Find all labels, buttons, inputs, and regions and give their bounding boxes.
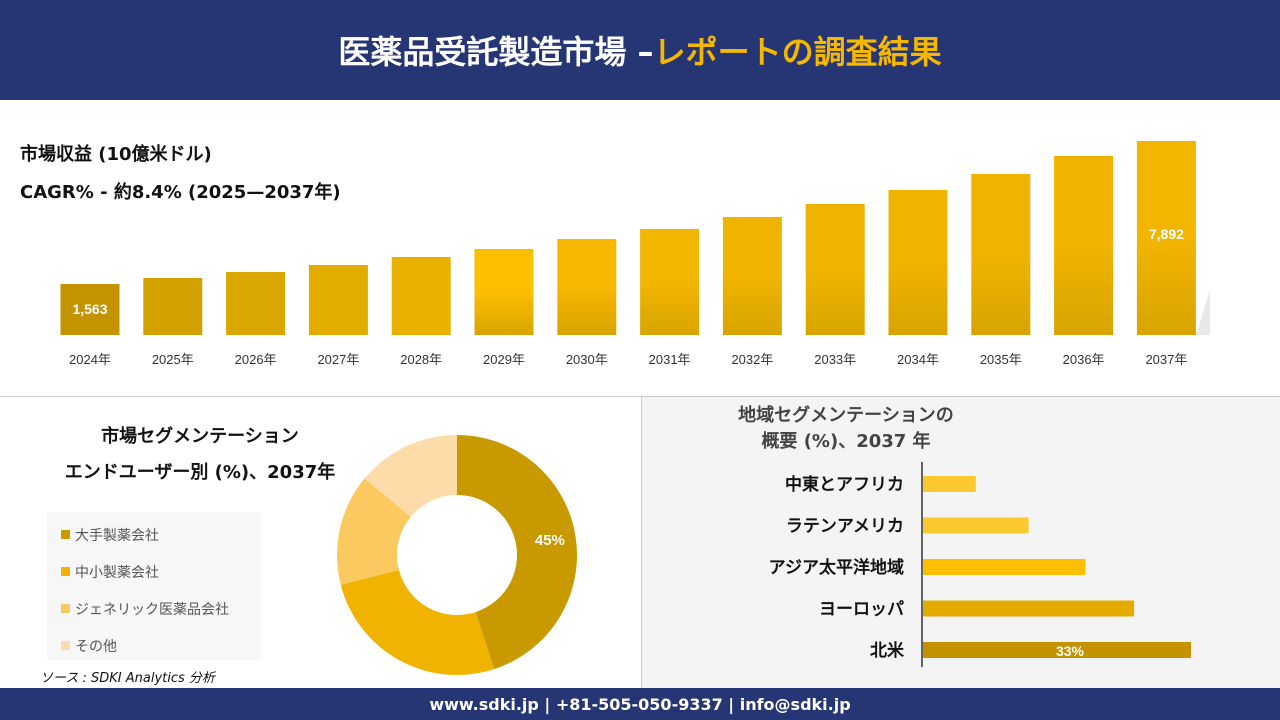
region-label: 中東とアフリカ (785, 474, 904, 494)
x-tick-label: 2024年 (69, 352, 111, 367)
x-tick-label: 2035年 (980, 352, 1022, 367)
divider (0, 396, 1280, 397)
region-bar-0 (923, 476, 976, 492)
donut-legend: 大手製薬会社 中小製薬会社ジェネリック医薬品会社 その他 (47, 512, 261, 660)
bar-2032年 (722, 216, 782, 335)
source-note: ソース : SDKI Analytics 分析 (40, 671, 215, 686)
page-title: 医薬品受託製造市場 – (338, 33, 654, 71)
x-tick-label: 2026年 (235, 352, 277, 367)
cagr-text: CAGR% - 約8.4% (2025—2037年) (20, 182, 341, 203)
bar-2026年 (226, 272, 286, 335)
legend-item: その他 (61, 627, 261, 664)
legend-swatch (61, 641, 70, 650)
legend-swatch (61, 604, 70, 613)
region-title-1: 地域セグメンテーションの (738, 405, 954, 426)
region-label: ラテンアメリカ (786, 517, 904, 536)
region-panel (641, 397, 1280, 688)
bar-2028年 (391, 257, 451, 335)
bar-2036年 (1054, 155, 1114, 335)
bar-2024年 (60, 284, 120, 335)
donut-slice-1 (340, 569, 495, 675)
bar-2033年 (805, 203, 865, 335)
region-label: ヨーロッパ (819, 600, 904, 619)
x-tick-label: 2027年 (317, 352, 359, 367)
x-tick-label: 2033年 (814, 352, 856, 367)
bar-2031年 (640, 228, 700, 335)
legend-swatch (61, 567, 70, 576)
data-label: 33% (1056, 643, 1085, 659)
bar-2027年 (308, 265, 368, 335)
region-title-2: 概要 (%)、2037 年 (761, 431, 931, 452)
bar-2025年 (143, 277, 203, 335)
x-tick-label: 2032年 (731, 352, 773, 367)
bar-2035年 (971, 173, 1031, 335)
legend-label: 中小製薬会社 (75, 564, 159, 581)
legend-item: 中小製薬会社 (61, 553, 261, 590)
region-label: 北米 (870, 640, 905, 660)
region-label: アジア太平洋地域 (769, 557, 904, 577)
bar-2030年 (557, 238, 617, 335)
legend-label: その他 (75, 638, 117, 655)
legend-label: 大手製薬会社 (75, 527, 159, 544)
x-tick-label: 2029年 (483, 352, 525, 367)
x-tick-label: 2028年 (400, 352, 442, 367)
data-label: 7,892 (1149, 226, 1184, 242)
x-tick-label: 2036年 (1063, 352, 1105, 367)
header-banner: 医薬品受託製造市場 – レポートの調査結果 (0, 0, 1280, 100)
x-tick-label: 2034年 (897, 352, 939, 367)
legend-label: ジェネリック医薬品会社 (75, 601, 229, 618)
donut-slice-0 (457, 435, 577, 670)
x-tick-label: 2030年 (566, 352, 608, 367)
x-tick-label: 2025年 (152, 352, 194, 367)
revenue-bar-chart: 2024年 1,563 2025年 2026年 2027年 2028年 2029年 2030年… (60, 141, 1210, 367)
footer-contact: www.sdki.jp | +81-505-050-9337 | info@sd… (0, 688, 1280, 720)
x-tick-label: 2037年 (1145, 352, 1187, 367)
data-label: 1,563 (72, 301, 107, 317)
legend-item: 大手製薬会社 (61, 516, 261, 553)
region-bar-3 (923, 600, 1135, 617)
segment-title-1: 市場セグメンテーション (101, 426, 299, 447)
bar-2037年 (1136, 141, 1196, 335)
segment-title-2: エンドユーザー別 (%)、2037年 (64, 462, 336, 483)
legend-swatch (61, 530, 70, 539)
region-bar-1 (923, 517, 1029, 534)
region-bar-4 (923, 642, 1191, 658)
bar-2034年 (888, 189, 948, 335)
donut-slice-2 (337, 478, 411, 585)
region-bar-2 (923, 559, 1086, 575)
x-tick-label: 2031年 (649, 352, 691, 367)
bar-2029年 (474, 249, 534, 335)
donut-slice-3 (364, 435, 457, 517)
data-label: 45% (535, 532, 565, 549)
revenue-title: 市場収益 (10億米ドル) (20, 144, 212, 165)
donut-chart: 45% (337, 435, 577, 675)
legend-item: ジェネリック医薬品会社 (61, 590, 261, 627)
page-title-accent: レポートの調査結果 (653, 33, 942, 71)
